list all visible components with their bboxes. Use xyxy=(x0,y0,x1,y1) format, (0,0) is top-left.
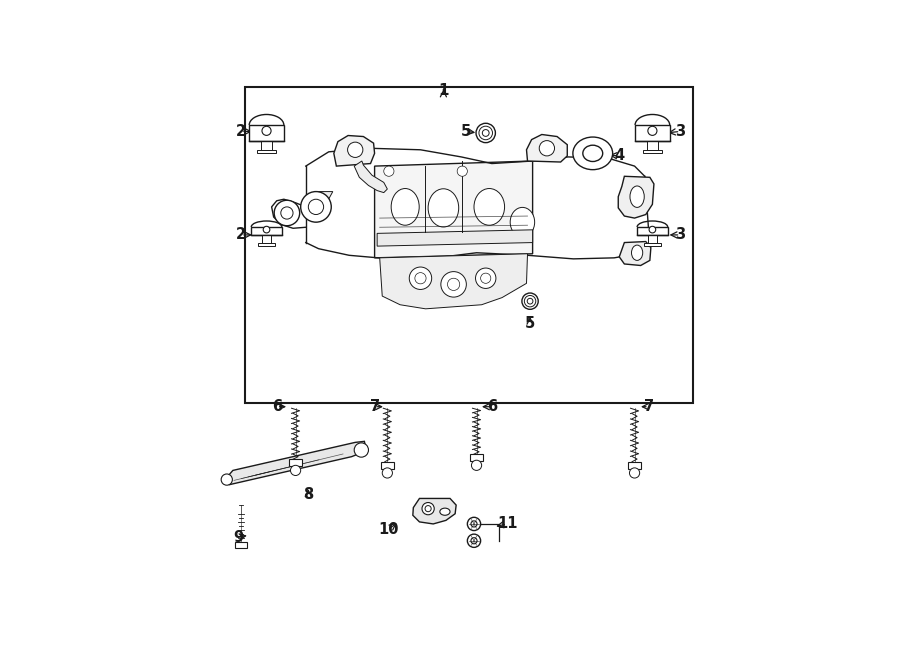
Ellipse shape xyxy=(632,245,643,260)
Circle shape xyxy=(263,226,270,233)
Text: 11: 11 xyxy=(497,516,518,532)
Text: 1: 1 xyxy=(438,83,449,98)
Polygon shape xyxy=(374,161,533,258)
Circle shape xyxy=(475,268,496,289)
Text: 5: 5 xyxy=(525,316,535,330)
Polygon shape xyxy=(526,134,567,162)
Ellipse shape xyxy=(440,508,450,515)
Circle shape xyxy=(539,140,554,156)
Circle shape xyxy=(457,166,467,176)
Circle shape xyxy=(441,271,466,297)
Circle shape xyxy=(467,517,481,530)
Text: 7: 7 xyxy=(644,399,654,414)
Circle shape xyxy=(355,443,368,457)
Bar xyxy=(257,150,276,153)
Text: 6: 6 xyxy=(487,399,497,414)
Circle shape xyxy=(472,460,482,471)
Circle shape xyxy=(274,200,300,226)
Bar xyxy=(644,243,661,246)
Bar xyxy=(249,125,284,141)
Circle shape xyxy=(629,468,640,478)
Text: 3: 3 xyxy=(675,228,686,242)
Polygon shape xyxy=(316,191,333,222)
Bar xyxy=(628,462,641,469)
Text: 10: 10 xyxy=(379,522,399,536)
Text: 2: 2 xyxy=(236,124,246,139)
Bar xyxy=(635,125,670,141)
Circle shape xyxy=(479,126,492,140)
Text: 7: 7 xyxy=(370,399,380,414)
Bar xyxy=(236,542,247,548)
Bar xyxy=(647,141,658,150)
Text: 2: 2 xyxy=(236,228,246,242)
Circle shape xyxy=(527,299,533,304)
Circle shape xyxy=(410,267,432,289)
Ellipse shape xyxy=(583,145,603,162)
Circle shape xyxy=(415,273,426,284)
Polygon shape xyxy=(619,242,651,265)
Ellipse shape xyxy=(573,137,613,169)
Polygon shape xyxy=(334,136,374,166)
Polygon shape xyxy=(618,176,654,218)
Bar xyxy=(258,243,274,246)
Bar xyxy=(643,150,662,153)
Polygon shape xyxy=(224,442,365,485)
Ellipse shape xyxy=(392,189,419,225)
Circle shape xyxy=(481,273,491,283)
Circle shape xyxy=(422,502,434,515)
Text: 6: 6 xyxy=(272,399,282,414)
Ellipse shape xyxy=(428,189,459,227)
Ellipse shape xyxy=(630,186,644,207)
Circle shape xyxy=(447,278,460,291)
Text: 5: 5 xyxy=(461,124,472,139)
Bar xyxy=(381,462,394,469)
Text: 8: 8 xyxy=(303,487,313,502)
Circle shape xyxy=(648,126,657,136)
Polygon shape xyxy=(413,498,456,524)
Circle shape xyxy=(347,142,363,158)
Polygon shape xyxy=(355,161,387,193)
Bar xyxy=(261,141,272,150)
Circle shape xyxy=(476,123,495,142)
Circle shape xyxy=(309,199,324,214)
Ellipse shape xyxy=(474,189,505,225)
Circle shape xyxy=(425,506,431,512)
Circle shape xyxy=(482,130,489,136)
Bar xyxy=(245,87,693,403)
Circle shape xyxy=(471,538,477,544)
Circle shape xyxy=(301,191,331,222)
Bar xyxy=(648,235,657,243)
Circle shape xyxy=(522,293,538,309)
Polygon shape xyxy=(377,230,533,246)
Bar xyxy=(470,454,483,461)
Text: 9: 9 xyxy=(233,530,243,545)
Bar xyxy=(262,235,271,243)
Circle shape xyxy=(471,521,477,527)
Bar xyxy=(289,459,302,466)
Polygon shape xyxy=(380,254,527,308)
Circle shape xyxy=(281,207,293,219)
Bar xyxy=(251,227,282,235)
Circle shape xyxy=(525,295,535,307)
Circle shape xyxy=(383,166,394,176)
Ellipse shape xyxy=(510,207,535,237)
Circle shape xyxy=(467,534,481,547)
Bar xyxy=(637,227,668,235)
Text: 3: 3 xyxy=(675,124,686,139)
Circle shape xyxy=(649,226,656,233)
Circle shape xyxy=(221,474,232,485)
Circle shape xyxy=(291,465,301,475)
Circle shape xyxy=(262,126,271,136)
Text: 4: 4 xyxy=(614,148,625,164)
Circle shape xyxy=(382,468,392,478)
